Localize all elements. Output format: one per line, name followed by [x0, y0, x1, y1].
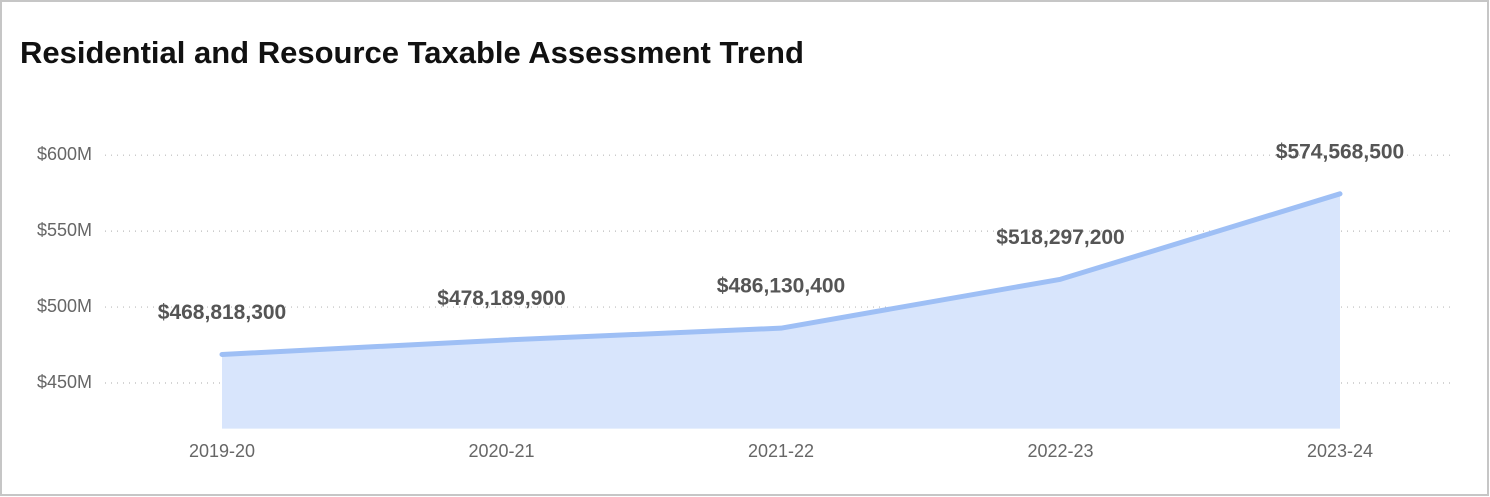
- y-tick-label: $500M: [37, 296, 92, 316]
- x-tick-label: 2022-23: [1027, 441, 1093, 461]
- line: [219, 191, 1343, 357]
- y-tick-label: $600M: [37, 144, 92, 164]
- area: [222, 193, 1340, 429]
- data-label: $574,568,500: [1276, 140, 1404, 163]
- y-tick-label: $450M: [37, 372, 92, 392]
- x-tick-label: 2019-20: [189, 441, 255, 461]
- x-tick-label: 2021-22: [748, 441, 814, 461]
- chart-title: Residential and Resource Taxable Assessm…: [20, 35, 804, 70]
- y-tick-label: $550M: [37, 220, 92, 240]
- data-label: $468,818,300: [158, 301, 286, 324]
- x-tick-label: 2023-24: [1307, 441, 1373, 461]
- data-label: $518,297,200: [996, 226, 1124, 249]
- data-label: $478,189,900: [437, 287, 565, 310]
- x-tick-label: 2020-21: [468, 441, 534, 461]
- data-label: $486,130,400: [717, 275, 845, 298]
